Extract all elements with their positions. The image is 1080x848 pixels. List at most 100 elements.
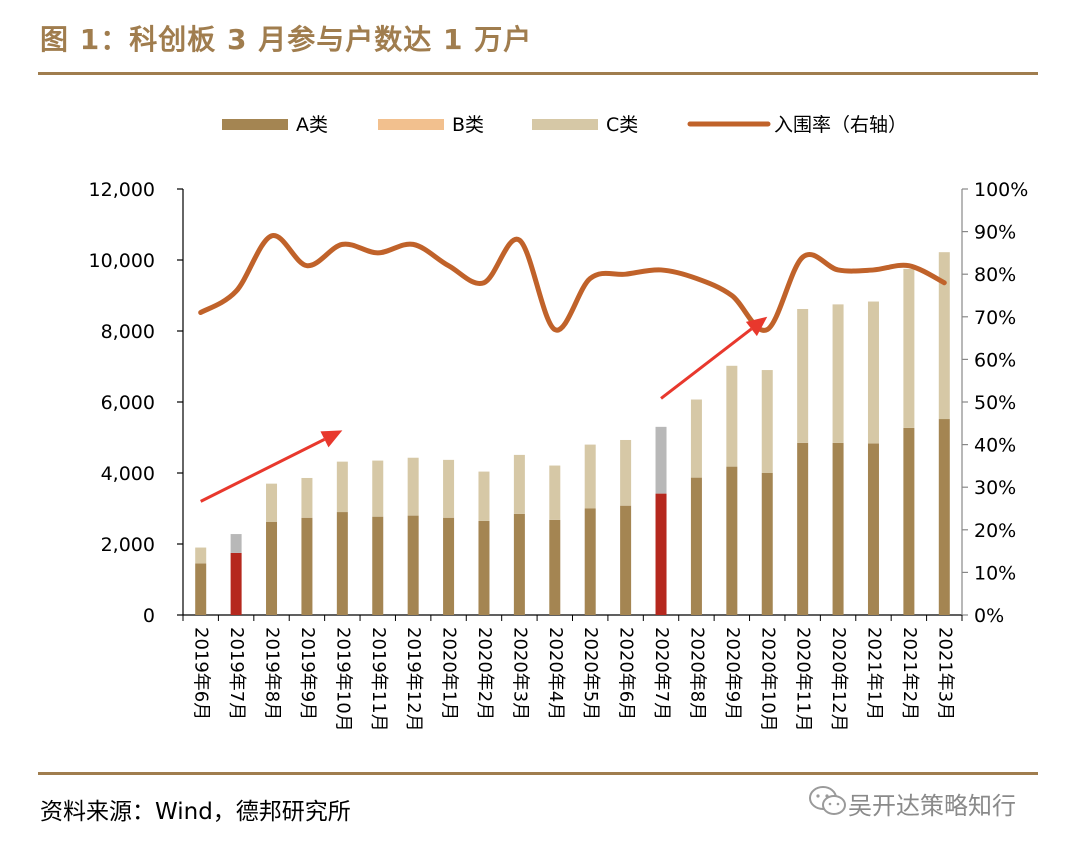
bar-A类-2020年6月: [620, 505, 632, 615]
bar-C类-2019年12月: [407, 457, 419, 516]
x-tick-label: 2019年10月: [332, 627, 353, 732]
bar-A类-2020年4月: [549, 519, 561, 615]
bar-C类-2019年11月: [372, 460, 384, 517]
bar-A类-2020年2月: [478, 520, 490, 615]
x-tick-label: 2019年11月: [368, 627, 389, 732]
right-tick-label: 100%: [974, 179, 1028, 201]
x-tick-label: 2020年1月: [439, 627, 460, 720]
right-tick-label: 40%: [974, 435, 1016, 457]
left-tick-label: 12,000: [89, 179, 155, 201]
bar-C类-2019年7月: [230, 534, 242, 553]
x-tick-label: 2020年6月: [616, 627, 637, 720]
bar-C类-2020年4月: [549, 465, 561, 520]
bar-C类-2021年1月: [867, 301, 879, 444]
annotation-arrow-2: [660, 327, 753, 400]
legend-swatch-B类: [378, 119, 444, 130]
right-tick-label: 50%: [974, 392, 1016, 414]
left-tick-label: 10,000: [89, 250, 155, 272]
x-tick-label: 2020年10月: [757, 627, 778, 732]
bar-A类-2020年12月: [832, 442, 844, 615]
bar-C类-2020年7月: [655, 426, 667, 494]
x-tick-label: 2020年11月: [793, 627, 814, 732]
bar-C类-2020年8月: [690, 399, 702, 478]
x-tick-label: 2021年2月: [899, 627, 920, 720]
left-tick-label: 6,000: [101, 392, 155, 414]
legend-swatch-A类: [222, 119, 288, 130]
right-tick-label: 60%: [974, 349, 1016, 371]
bar-A类-2020年11月: [797, 442, 809, 615]
x-tick-label: 2020年2月: [474, 627, 495, 720]
x-tick-label: 2019年8月: [262, 627, 283, 720]
bar-C类-2020年10月: [761, 370, 773, 473]
right-tick-label: 10%: [974, 562, 1016, 584]
left-tick-label: 0: [143, 605, 155, 627]
right-tick-label: 0%: [974, 605, 1004, 627]
legend-label: A类: [296, 114, 328, 136]
x-tick-label: 2019年9月: [297, 627, 318, 720]
right-tick-label: 90%: [974, 222, 1016, 244]
x-tick-label: 2020年4月: [545, 627, 566, 720]
right-tick-label: 20%: [974, 520, 1016, 542]
x-tick-label: 2020年12月: [828, 627, 849, 732]
bar-C类-2019年6月: [195, 547, 207, 564]
bar-C类-2020年3月: [513, 454, 525, 514]
x-tick-label: 2020年3月: [509, 627, 530, 720]
bar-A类-2019年9月: [301, 517, 313, 615]
x-tick-label: 2020年9月: [722, 627, 743, 720]
bar-C类-2019年10月: [336, 461, 348, 513]
right-tick-label: 80%: [974, 264, 1016, 286]
bar-A类-2020年10月: [761, 473, 773, 615]
right-tick-label: 30%: [974, 477, 1016, 499]
bottom-rule: [38, 772, 1038, 775]
left-tick-label: 4,000: [101, 463, 155, 485]
bar-C类-2021年3月: [938, 252, 950, 420]
watermark-text: 吴开达策略知行: [848, 792, 1016, 820]
bar-A类-2021年1月: [867, 443, 879, 615]
wechat-icon: [809, 786, 846, 815]
top-rule: [38, 72, 1038, 75]
bar-A类-2020年1月: [443, 517, 455, 615]
line-series-入围率: [198, 233, 947, 333]
bar-A类-2020年3月: [513, 513, 525, 615]
bar-A类-2021年3月: [938, 419, 950, 615]
x-tick-label: 2021年3月: [934, 627, 955, 720]
bar-C类-2019年9月: [301, 477, 313, 518]
x-tick-label: 2020年5月: [580, 627, 601, 720]
bar-A类-2019年10月: [336, 512, 348, 615]
annotation-arrow-1: [200, 438, 326, 503]
bar-A类-2019年11月: [372, 516, 384, 615]
bar-C类-2020年9月: [726, 365, 738, 467]
bar-C类-2019年8月: [266, 483, 278, 522]
x-tick-label: 2020年8月: [686, 627, 707, 720]
bar-A类-2020年9月: [726, 466, 738, 615]
legend-label: B类: [452, 114, 484, 136]
legend-swatch-C类: [532, 119, 598, 130]
left-tick-label: 8,000: [101, 321, 155, 343]
x-tick-label: 2021年1月: [863, 627, 884, 720]
bar-A类-2019年7月: [230, 552, 242, 615]
bar-A类-2020年5月: [584, 508, 596, 615]
bar-A类-2021年2月: [903, 427, 915, 615]
bar-A类-2019年12月: [407, 515, 419, 615]
bar-C类-2020年1月: [443, 459, 455, 518]
bar-C类-2020年2月: [478, 471, 490, 521]
bar-C类-2021年2月: [903, 268, 915, 428]
annotation-arrowhead-2: [745, 316, 768, 337]
x-tick-label: 2019年12月: [403, 627, 424, 732]
bar-A类-2019年8月: [266, 521, 278, 615]
x-tick-label: 2020年7月: [651, 627, 672, 720]
left-tick-label: 2,000: [101, 534, 155, 556]
legend-label: 入围率（右轴）: [774, 114, 907, 136]
bar-C类-2020年5月: [584, 444, 596, 509]
bar-C类-2020年6月: [620, 439, 632, 506]
bar-C类-2020年11月: [797, 308, 809, 443]
bar-A类-2019年6月: [195, 563, 207, 615]
annotation-arrowhead-1: [320, 430, 343, 448]
source-note: 资料来源：Wind，德邦研究所: [40, 799, 351, 825]
bar-C类-2020年12月: [832, 304, 844, 443]
x-tick-label: 2019年7月: [226, 627, 247, 720]
legend-label: C类: [606, 114, 638, 136]
bar-A类-2020年8月: [690, 477, 702, 615]
figure-title: 图 1：科创板 3 月参与户数达 1 万户: [40, 23, 533, 56]
